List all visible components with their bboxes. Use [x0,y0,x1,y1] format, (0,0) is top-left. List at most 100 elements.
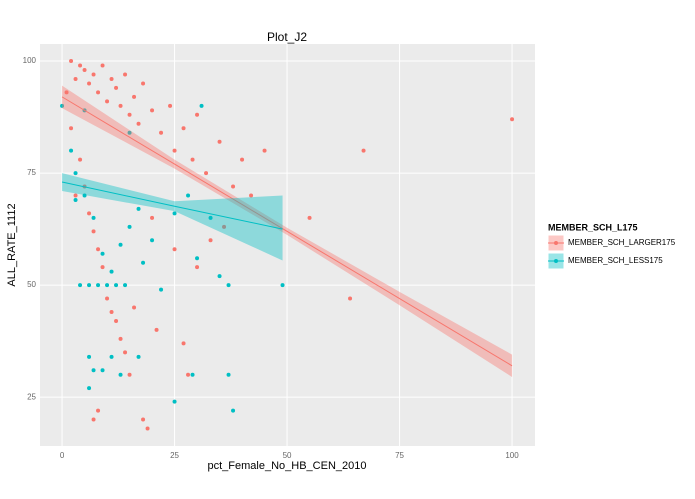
point [150,215,155,220]
x-tick-label: 50 [283,451,292,460]
y-tick-label: 25 [27,392,36,401]
point [208,238,213,243]
fit-line [61,181,283,230]
point [87,81,92,86]
point [190,372,195,377]
point [109,269,114,274]
point [172,399,177,404]
point [123,283,128,288]
point [73,193,78,198]
point [181,126,186,131]
y-tick-label: 100 [23,56,37,65]
point [127,112,132,117]
point [100,265,105,270]
point [78,283,83,288]
point [280,283,285,288]
point [186,372,191,377]
point [91,72,96,77]
point [109,310,114,314]
point [118,242,123,247]
point [105,99,110,104]
point [109,354,114,359]
point [172,247,177,252]
point [105,283,110,288]
point [168,103,173,108]
point [78,63,83,68]
point [87,283,92,288]
point [100,251,105,256]
point [82,67,87,72]
point [217,274,222,279]
point [100,368,105,373]
point [136,121,141,126]
point [226,283,231,288]
point [262,148,267,153]
point [510,117,515,122]
point [73,76,78,81]
confidence-band [62,173,283,261]
point [208,215,213,220]
point [127,130,132,135]
point [159,287,164,292]
point [114,85,119,90]
point [195,256,200,261]
point [96,283,101,288]
point [105,296,110,301]
point [307,215,312,220]
point [217,139,222,144]
x-tick-label: 25 [170,451,179,460]
point [132,94,137,99]
x-tick-label: 0 [60,451,65,460]
point [150,238,155,243]
point [69,148,74,153]
point [109,76,114,81]
x-tick-label: 75 [395,451,404,460]
point [132,305,137,310]
point [136,354,141,359]
point [78,157,83,162]
point [199,103,204,108]
point [64,90,69,95]
point [159,130,164,135]
point [190,157,195,162]
point [231,184,236,189]
point [96,247,101,252]
point [96,408,101,413]
chart-title: Plot_J2 [267,30,307,44]
point [240,157,245,162]
x-tick-label: 100 [505,451,519,460]
y-tick-label: 50 [27,280,36,289]
point [231,408,236,413]
legend-label: MEMBER_SCH_LARGER175 [568,238,676,247]
point [60,103,65,108]
point [141,260,146,265]
point [123,350,128,355]
legend-title: MEMBER_SCH_L175 [548,222,638,232]
point [118,336,123,341]
point [114,283,119,288]
point [96,90,101,95]
point [114,318,119,323]
point [204,171,209,176]
point [195,112,200,117]
point [141,81,146,86]
legend-label: MEMBER_SCH_LESS175 [568,256,663,265]
y-tick-label: 75 [27,168,36,177]
point [87,386,92,391]
point [91,368,96,373]
legend-key-point [554,241,558,245]
point [73,197,78,202]
x-axis-label: pct_Female_No_HB_CEN_2010 [208,460,367,472]
point [150,108,155,113]
point [154,327,159,332]
legend-key-point [554,259,558,263]
point [226,372,231,377]
point [118,103,123,108]
point [136,206,141,211]
point [87,211,92,216]
point [87,354,92,359]
point [73,171,78,176]
point [91,215,96,220]
point [348,296,353,301]
